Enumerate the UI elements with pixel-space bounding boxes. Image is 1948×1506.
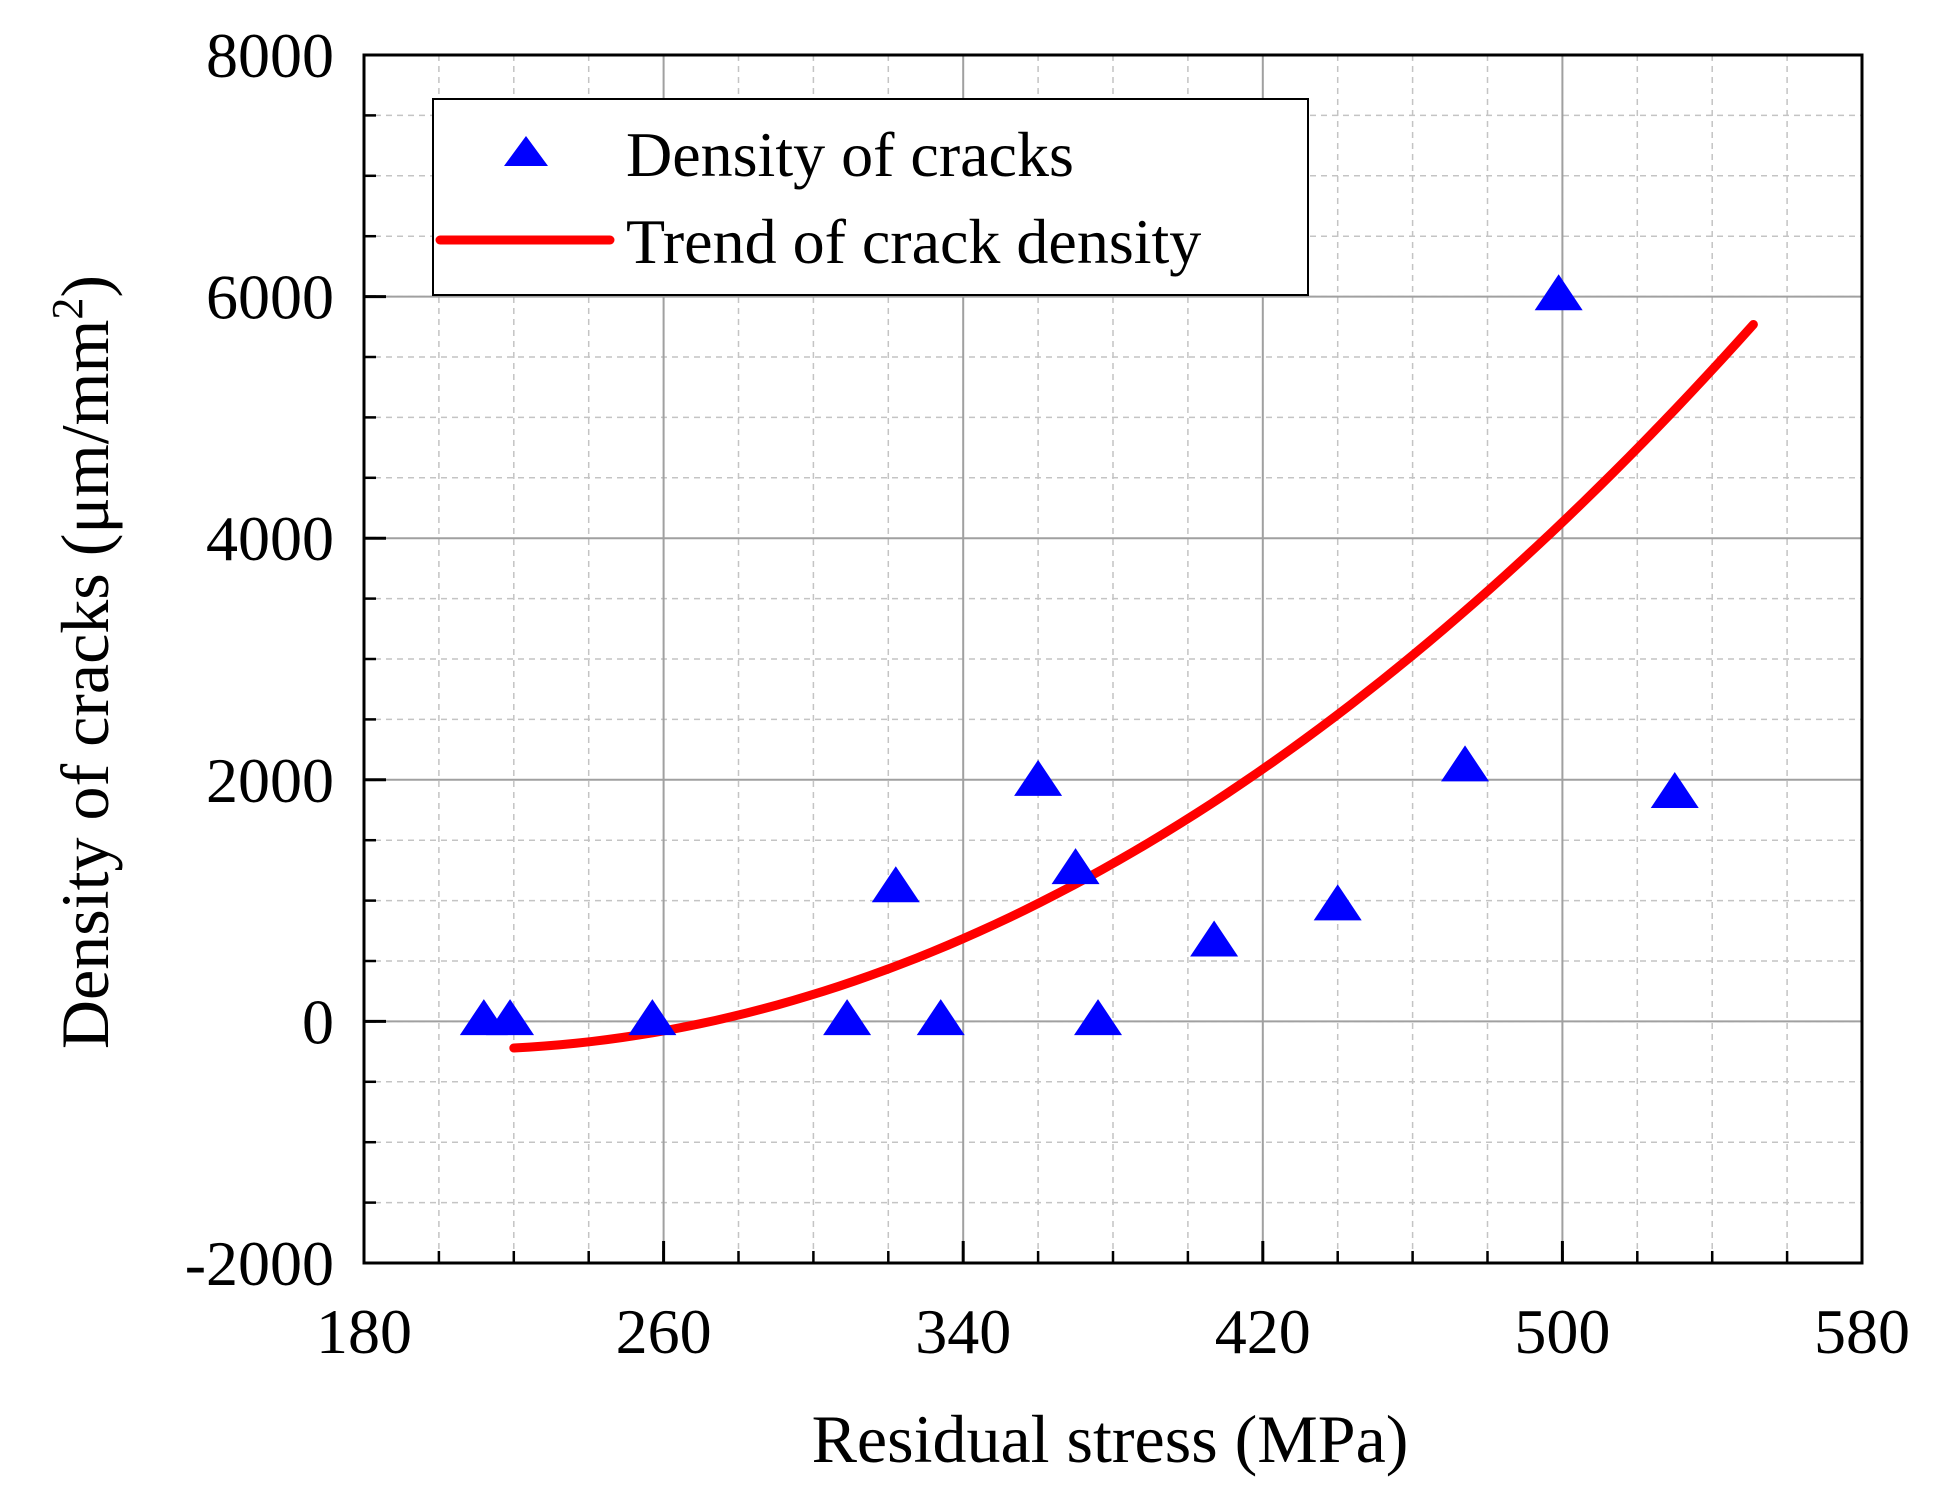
legend-label-trend: Trend of crack density — [626, 206, 1201, 277]
data-point — [823, 999, 872, 1036]
data-point — [1014, 759, 1063, 796]
y-tick-label: 2000 — [206, 745, 334, 816]
data-point — [1313, 884, 1362, 921]
x-tick-label: 420 — [1215, 1296, 1311, 1367]
y-axis-label: Density of cracks (μm/mm2) — [43, 275, 123, 1049]
legend-label-points: Density of cracks — [626, 119, 1074, 190]
y-tick-label: 6000 — [206, 262, 334, 333]
y-tick-label: 4000 — [206, 503, 334, 574]
axis-ticks — [362, 53, 1864, 1265]
y-tick-label: -2000 — [185, 1228, 334, 1299]
legend-marker-triangle — [504, 136, 548, 166]
x-axis-label: Residual stress (MPa) — [812, 1401, 1409, 1477]
scatter-series — [459, 274, 1699, 1036]
data-point — [1650, 771, 1699, 808]
data-point — [1074, 999, 1123, 1036]
data-point — [1441, 745, 1490, 782]
data-point — [871, 866, 920, 903]
y-tick-label: 0 — [302, 986, 334, 1057]
trend-series — [509, 319, 1758, 1053]
data-point — [1051, 848, 1100, 885]
x-tick-label: 500 — [1514, 1296, 1610, 1367]
data-point — [1190, 920, 1239, 957]
tick-labels: 180 260 340 420 500 580 -2000 0 2000 4000 6000 8000 — [185, 20, 1910, 1367]
legend: Density of cracks Trend of crack density — [432, 98, 1309, 296]
x-tick-label: 260 — [616, 1296, 712, 1367]
data-point — [628, 999, 677, 1036]
data-point — [486, 999, 535, 1036]
y-tick-label: 8000 — [206, 20, 334, 91]
x-tick-label: 580 — [1814, 1296, 1910, 1367]
x-tick-label: 340 — [915, 1296, 1011, 1367]
data-point — [916, 999, 965, 1036]
legend-box — [432, 98, 1309, 296]
x-tick-label: 180 — [316, 1296, 412, 1367]
data-point — [1534, 274, 1583, 311]
trend-line — [509, 319, 1758, 1053]
